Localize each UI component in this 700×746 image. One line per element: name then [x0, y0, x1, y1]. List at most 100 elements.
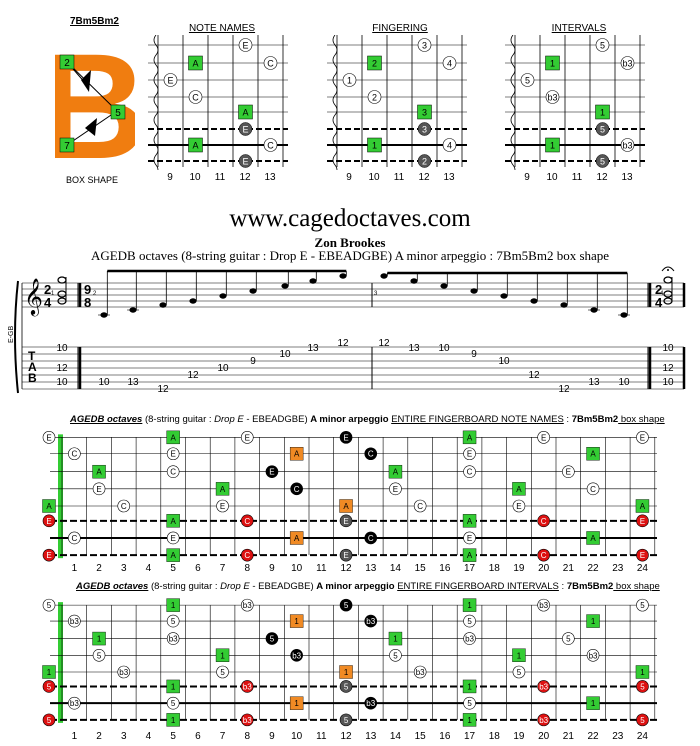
fret-note-label: 5	[171, 617, 176, 626]
fret-axis-number: 3	[120, 731, 127, 742]
fret-note-label: b3	[366, 617, 375, 626]
fret-axis-number: 7	[219, 563, 226, 574]
note-head	[189, 298, 197, 304]
tab-number: 13	[408, 343, 420, 354]
box-marker: 2	[64, 58, 70, 69]
panel-note-label: E	[242, 41, 248, 51]
author: Zon Brookes	[314, 235, 386, 250]
fret-axis-number: 4	[145, 731, 152, 742]
fret-note	[636, 548, 649, 562]
panel-note-label: C	[192, 93, 199, 103]
fret-note-label: b3	[589, 651, 598, 660]
fret-note	[92, 482, 106, 496]
fret-note	[42, 548, 56, 562]
fret-axis-number: 2	[96, 731, 102, 742]
fret-note-label: 5	[393, 651, 398, 660]
fret-note-label: E	[170, 534, 175, 543]
fret-note	[512, 482, 526, 496]
fret-note-label: b3	[119, 668, 128, 677]
fret-note-label: 1	[171, 682, 176, 691]
panel-note-label: A	[192, 141, 198, 151]
panel-note	[520, 73, 535, 87]
panel-note-label: 2	[422, 157, 427, 167]
panel-note	[238, 104, 253, 120]
panel-note-label: 4	[447, 141, 452, 151]
note-head	[249, 288, 257, 294]
note-head	[470, 288, 478, 294]
fret-note-label: C	[417, 502, 423, 511]
fret-note	[413, 665, 427, 679]
fret-note-label: E	[640, 433, 645, 442]
fret-note-label: A	[343, 502, 349, 511]
fret-note	[537, 598, 550, 612]
note-head	[500, 293, 508, 299]
fret-axis-number: 24	[636, 563, 648, 574]
panel-fret-number: 9	[167, 172, 173, 183]
fret-axis-number: 14	[389, 563, 401, 574]
panel-note-label: E	[167, 76, 173, 86]
fret-note-label: A	[467, 517, 473, 526]
fret-note-label: 5	[220, 668, 225, 677]
panel-note	[367, 90, 382, 104]
panel-note-label: 2	[372, 93, 377, 103]
fret-axis-number: 23	[612, 563, 624, 574]
fret-note	[512, 665, 526, 679]
fret-axis-number: 22	[587, 731, 599, 742]
fret-note-label: b3	[539, 682, 548, 691]
fret-note	[68, 614, 81, 628]
fret-note-label: 5	[344, 601, 349, 610]
panel-note-label: 4	[447, 59, 452, 69]
fret-note	[216, 665, 229, 679]
fingerboard-intervals: 5 1 5 5 1 b3 5 1 b3 5 b3 5 1 b3 5 1 1 b3 5 1 b3 5 5 1 b3 5 1 b3 b3 5 1…	[42, 598, 657, 727]
fret-note-label: A	[467, 433, 473, 442]
fret-note-label: 1	[344, 668, 349, 677]
fret-note	[339, 680, 353, 693]
fret-note	[463, 696, 476, 710]
arrow-icon	[85, 118, 97, 136]
fret-note	[339, 499, 353, 513]
fret-note	[240, 598, 254, 612]
fret-note	[339, 713, 353, 727]
fret-note-label: 5	[467, 617, 472, 626]
panel-fret-number: 13	[443, 172, 455, 183]
fret-note-label: b3	[539, 716, 548, 725]
note-head	[410, 278, 418, 284]
fret-note-label: b3	[292, 651, 301, 660]
fret-note	[166, 465, 180, 478]
fret-note-label: E	[343, 433, 348, 442]
fret-note	[240, 431, 254, 444]
fret-axis-number: 16	[439, 563, 451, 574]
fret-note	[339, 598, 353, 612]
panel-note-label: b3	[622, 141, 632, 151]
fret-note	[636, 713, 649, 727]
fret-note	[388, 631, 403, 646]
fret-note-label: E	[467, 534, 472, 543]
panel-fret-number: 13	[621, 172, 633, 183]
fret-note	[635, 499, 650, 513]
panel-note	[442, 138, 457, 152]
fret-note	[42, 665, 56, 679]
fret-note-label: b3	[243, 601, 252, 610]
fret-note-label: 1	[294, 699, 299, 708]
fret-note	[216, 499, 229, 513]
fret-note	[265, 632, 279, 645]
panel-fret-number: 12	[596, 172, 608, 183]
fret-note-label: b3	[416, 668, 425, 677]
fret-axis-number: 5	[170, 563, 176, 574]
fret-note-label: 5	[97, 651, 102, 660]
fret-note	[42, 499, 56, 513]
fret-axis-number: 8	[244, 731, 251, 742]
fret-note	[636, 680, 649, 693]
fret-note	[166, 614, 180, 628]
tab-number: 10	[662, 343, 674, 354]
fret-note	[289, 447, 304, 461]
panel-note	[595, 122, 610, 136]
fret-note	[166, 598, 180, 612]
panel-note-label: 1	[550, 141, 555, 151]
fret-axis-number: 3	[120, 563, 127, 574]
fret-axis-number: 13	[365, 563, 377, 574]
panel-note	[188, 90, 203, 104]
fret-note	[68, 531, 81, 545]
